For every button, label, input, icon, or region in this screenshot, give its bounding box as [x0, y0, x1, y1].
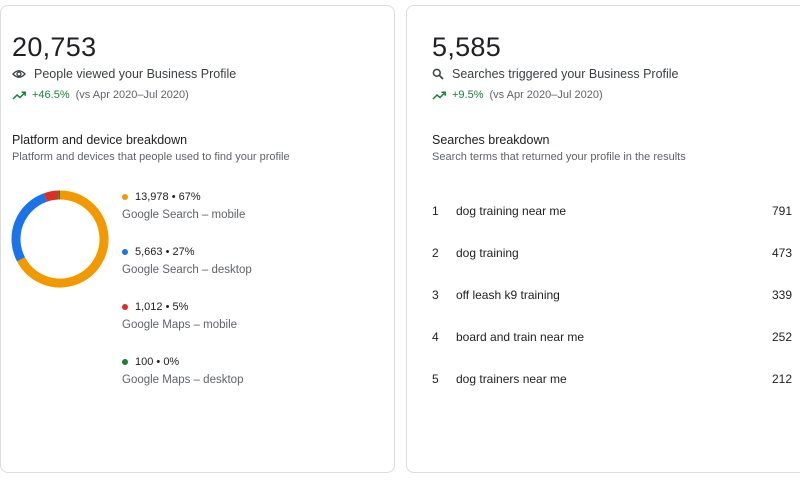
platform-breakdown-title: Platform and device breakdown: [12, 133, 188, 147]
searches-metric-label: Searches triggered your Business Profile: [452, 67, 679, 81]
views-trend: +46.5% (vs Apr 2020–Jul 2020): [12, 89, 189, 101]
search-count: 339: [771, 288, 792, 302]
search-term: board and train near me: [456, 330, 585, 344]
search-count: 252: [771, 330, 792, 344]
views-metric-label: People viewed your Business Profile: [34, 67, 237, 81]
legend-item-maps-desktop: 100 • 0% Google Maps – desktop: [122, 355, 252, 410]
views-trend-compare: (vs Apr 2020–Jul 2020): [75, 89, 189, 101]
search-terms-list: 1 dog training near me 791 2 dog trainin…: [432, 190, 792, 400]
legend-label: Google Maps – mobile: [122, 319, 238, 331]
legend-label: Google Maps – desktop: [122, 374, 244, 386]
legend-stat: 13,978 • 67%: [135, 191, 201, 203]
donut-slice-search-mobile: [16, 190, 109, 288]
search-count: 473: [771, 246, 792, 260]
search-count: 212: [771, 372, 792, 386]
legend-label: Google Search – desktop: [122, 264, 252, 276]
trending-up-icon: [432, 90, 446, 100]
legend-item-maps-mobile: 1,012 • 5% Google Maps – mobile: [122, 300, 252, 355]
donut-slice-search-desktop: [11, 193, 48, 262]
donut-slice-maps-mobile: [43, 190, 59, 202]
searches-breakdown-title: Searches breakdown: [432, 133, 550, 147]
views-total: 20,753: [12, 32, 97, 62]
searches-metric-line: Searches triggered your Business Profile: [432, 67, 679, 81]
search-term: dog training near me: [456, 204, 567, 218]
legend-item-search-mobile: 13,978 • 67% Google Search – mobile: [122, 190, 252, 245]
trending-up-icon: [12, 90, 26, 100]
platform-breakdown-subtitle: Platform and devices that people used to…: [12, 151, 290, 163]
list-item: 1 dog training near me 791: [432, 190, 792, 232]
views-trend-value: +46.5%: [32, 89, 70, 101]
platform-legend: 13,978 • 67% Google Search – mobile 5,66…: [122, 190, 252, 410]
search-count: 791: [771, 204, 792, 218]
search-term: dog trainers near me: [456, 372, 567, 386]
searches-trend-compare: (vs Apr 2020–Jul 2020): [489, 89, 603, 101]
legend-stat: 1,012 • 5%: [135, 301, 189, 313]
search-rank: 2: [432, 246, 439, 260]
search-rank: 4: [432, 330, 439, 344]
legend-label: Google Search – mobile: [122, 209, 246, 221]
search-rank: 3: [432, 288, 439, 302]
list-item: 2 dog training 473: [432, 232, 792, 274]
legend-stat: 100 • 0%: [135, 356, 180, 368]
views-card: 20,753 People viewed your Business Profi…: [0, 5, 395, 473]
searches-trend-value: +9.5%: [452, 89, 484, 101]
legend-dot-maps-mobile: [122, 304, 128, 310]
search-term: dog training: [456, 246, 519, 260]
list-item: 3 off leash k9 training 339: [432, 274, 792, 316]
searches-breakdown-subtitle: Search terms that returned your profile …: [432, 151, 686, 163]
search-icon: [432, 68, 444, 80]
legend-dot-search-desktop: [122, 249, 128, 255]
list-item: 4 board and train near me 252: [432, 316, 792, 358]
list-item: 5 dog trainers near me 212: [432, 358, 792, 400]
searches-trend: +9.5% (vs Apr 2020–Jul 2020): [432, 89, 603, 101]
legend-dot-search-mobile: [122, 194, 128, 200]
search-rank: 5: [432, 372, 439, 386]
legend-item-search-desktop: 5,663 • 27% Google Search – desktop: [122, 245, 252, 300]
searches-total: 5,585: [432, 32, 502, 62]
searches-card: 5,585 Searches triggered your Business P…: [406, 5, 800, 473]
eye-icon: [12, 70, 26, 78]
search-term: off leash k9 training: [456, 288, 560, 302]
views-metric-line: People viewed your Business Profile: [12, 67, 236, 81]
legend-stat: 5,663 • 27%: [135, 246, 195, 258]
platform-donut-chart: [11, 190, 109, 288]
search-rank: 1: [432, 204, 439, 218]
legend-dot-maps-desktop: [122, 359, 128, 365]
